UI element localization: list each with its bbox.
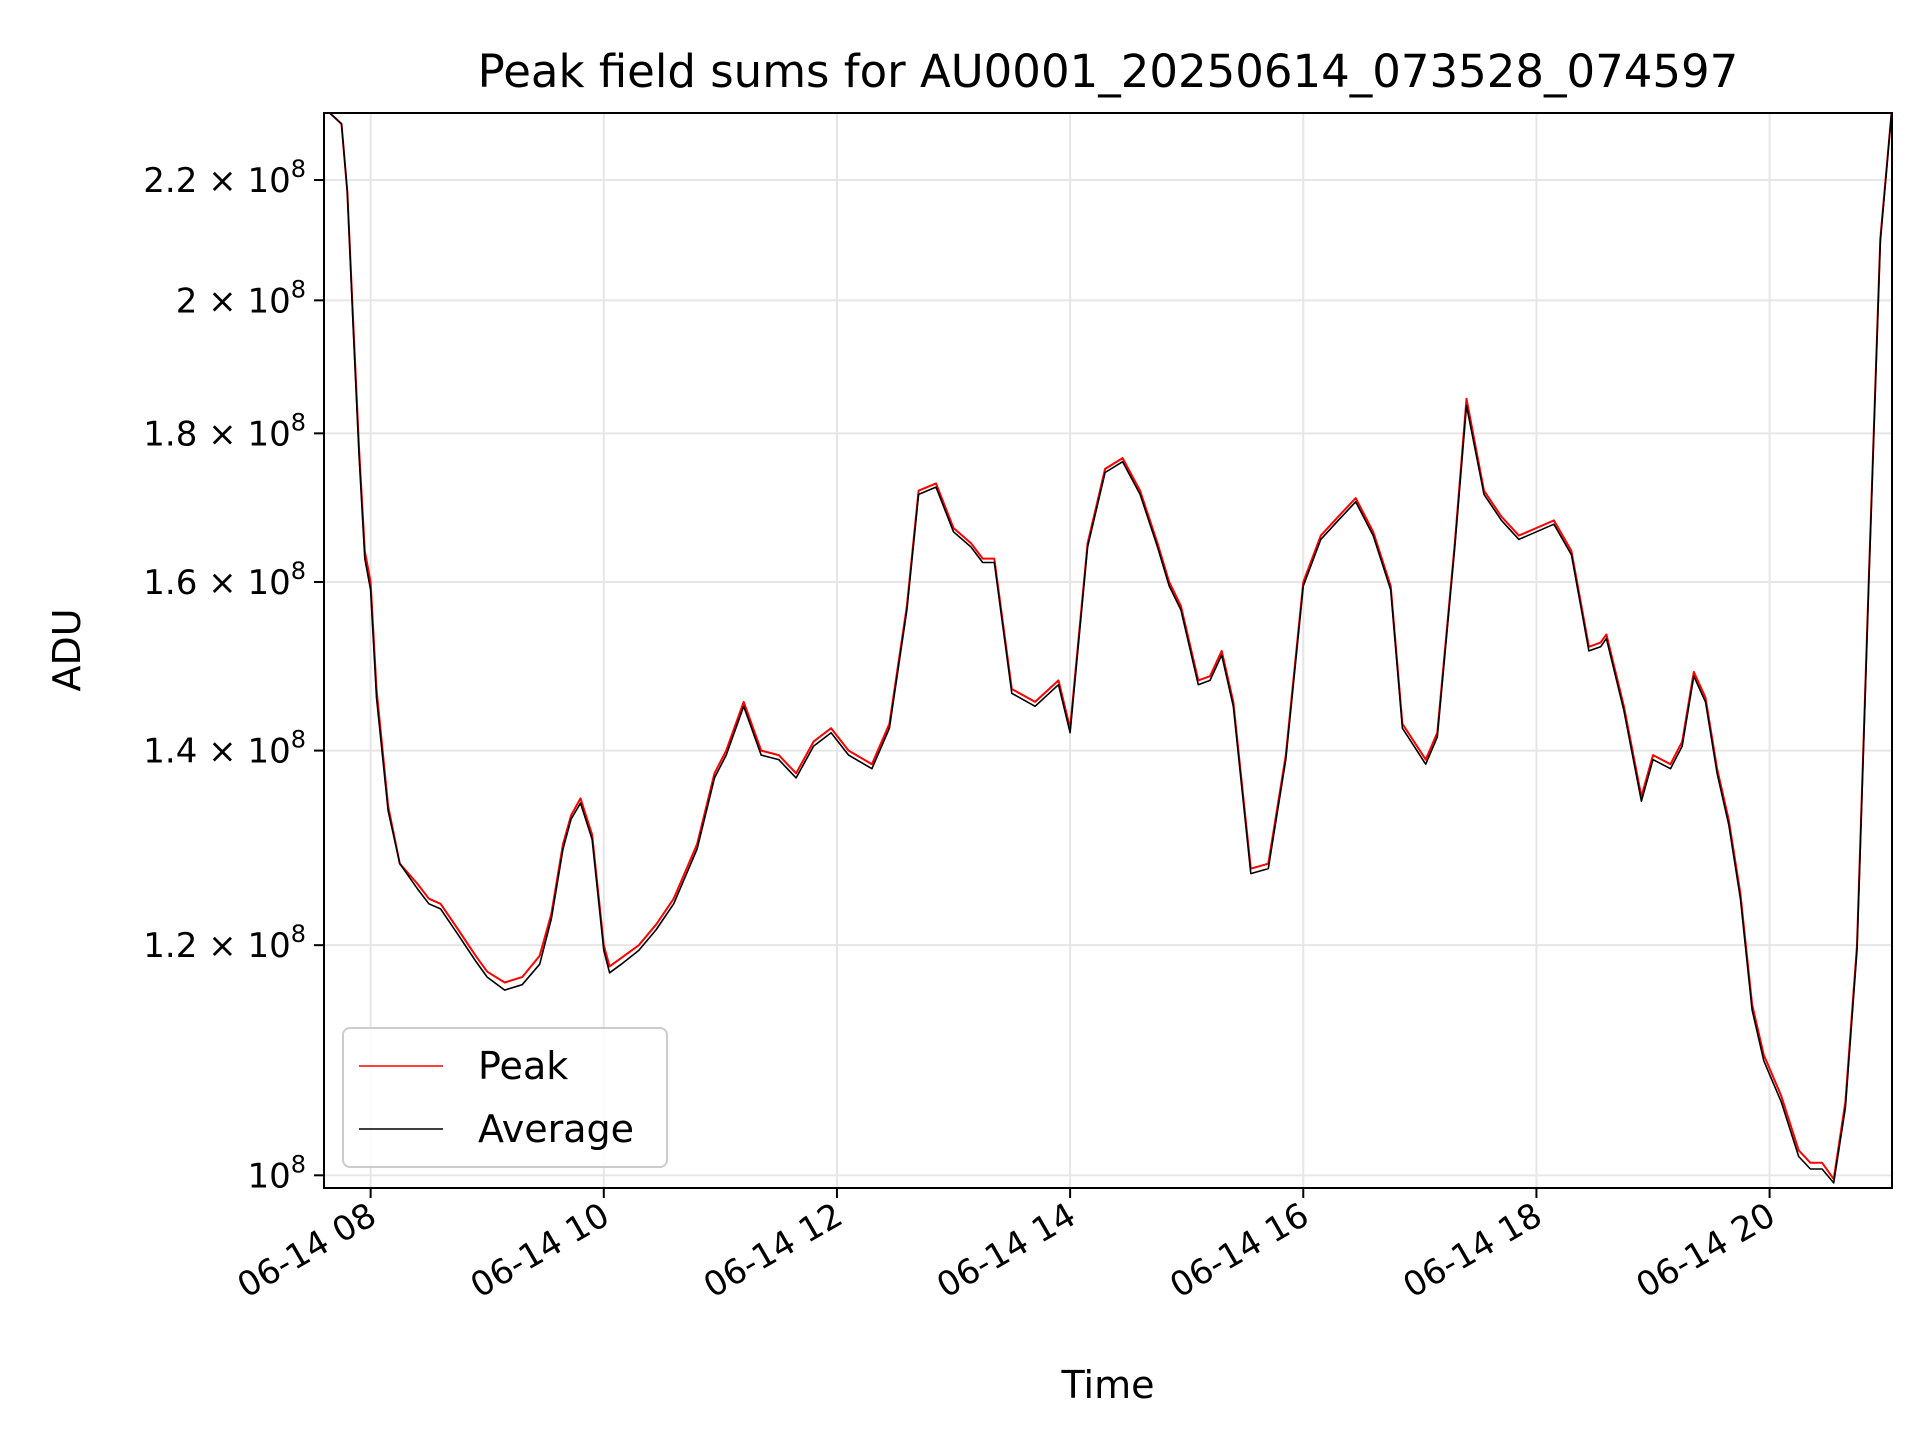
y-tick-exponent: 8	[291, 920, 306, 948]
y-tick-exponent: 8	[291, 408, 306, 436]
plot-background	[324, 113, 1892, 1188]
y-tick-mantissa: 1.6 × 10	[143, 563, 290, 603]
y-tick-label: 1.8 × 108	[143, 408, 306, 454]
series-layer	[328, 113, 1892, 1184]
y-tick-label: 1.6 × 108	[143, 557, 306, 603]
y-tick-exponent: 8	[291, 1150, 306, 1178]
y-tick-exponent: 8	[291, 275, 306, 303]
y-axis-label: ADU	[45, 608, 89, 691]
y-tick-label: 2.2 × 108	[143, 155, 306, 201]
x-axis-label: Time	[1061, 1363, 1155, 1407]
legend-label-average: Average	[478, 1107, 634, 1151]
x-tick-label: 06-14 14	[930, 1195, 1082, 1306]
chart-title: Peak field sums for AU0001_20250614_0735…	[478, 45, 1739, 98]
y-tick-mantissa: 2.2 × 10	[143, 161, 290, 201]
y-tick-mantissa: 1.4 × 10	[143, 732, 290, 772]
series-line-average	[328, 113, 1892, 1184]
y-tick-label: 2 × 108	[176, 275, 306, 321]
y-tick-mantissa: 1.2 × 10	[143, 926, 290, 966]
y-tick-label: 1.4 × 108	[143, 726, 306, 772]
legend: Peak Average	[342, 1027, 668, 1168]
y-tick-label: 108	[247, 1150, 306, 1196]
x-tick-label: 06-14 20	[1630, 1195, 1782, 1306]
grid-lines	[324, 113, 1892, 1188]
legend-box	[342, 1027, 668, 1168]
y-tick-label: 1.2 × 108	[143, 920, 306, 966]
y-tick-mantissa: 1.8 × 10	[143, 414, 290, 454]
x-axis-ticks: 06-14 08 06-14 10 06-14 12 06-14 14 06-14 16…	[231, 1188, 1782, 1306]
legend-label-peak: Peak	[478, 1044, 568, 1088]
series-line-peak	[328, 113, 1892, 1181]
y-tick-mantissa: 2 × 10	[176, 281, 291, 321]
y-tick-exponent: 8	[291, 557, 306, 585]
y-tick-exponent: 8	[291, 726, 306, 754]
y-tick-exponent: 8	[291, 155, 306, 183]
y-tick-mantissa: 10	[247, 1156, 290, 1196]
plot-frame	[323, 112, 1893, 1189]
x-tick-label: 06-14 08	[231, 1195, 383, 1306]
x-tick-label: 06-14 18	[1397, 1195, 1549, 1306]
x-tick-label: 06-14 16	[1163, 1195, 1315, 1306]
x-tick-label: 06-14 12	[697, 1195, 849, 1306]
x-tick-label: 06-14 10	[464, 1195, 616, 1306]
